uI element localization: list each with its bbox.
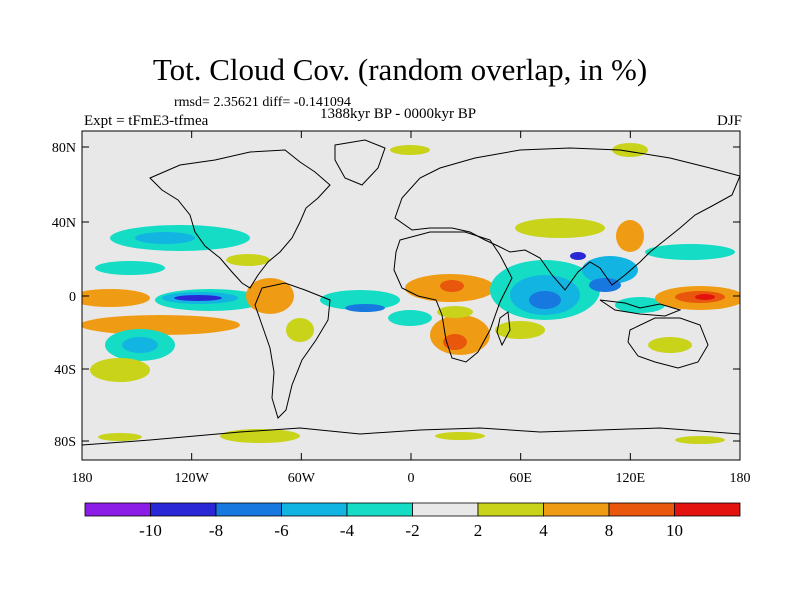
anomaly-patch	[675, 436, 725, 444]
lat-tick-label: 80N	[52, 141, 76, 156]
lat-tick-label: 40S	[54, 363, 76, 378]
anomaly-patch	[320, 290, 400, 310]
anomaly-patch	[95, 261, 165, 275]
colorbar-label: -6	[274, 521, 288, 540]
anomaly-patch	[388, 310, 432, 326]
anomaly-patch	[135, 232, 195, 244]
colorbar-label: 2	[474, 521, 483, 540]
colorbar-segment	[543, 502, 610, 517]
coastline-indonesia	[599, 299, 682, 317]
anomaly-patch	[437, 306, 473, 318]
anomaly-patch	[616, 220, 644, 252]
anomaly-patch	[90, 358, 150, 382]
anomaly-patch	[570, 252, 586, 260]
coastline-eurasia	[394, 147, 740, 291]
anomaly-patch	[443, 334, 467, 350]
colorbar-label: -2	[405, 521, 419, 540]
map-title: Tot. Cloud Cov. (random overlap, in %)	[152, 52, 648, 87]
coastline-north-america	[149, 149, 331, 289]
colorbar-label: 10	[666, 521, 683, 540]
anomaly-patch	[440, 280, 464, 292]
colorbar-label: -8	[209, 521, 223, 540]
coastline-africa	[393, 231, 513, 363]
colorbar-label: -10	[139, 521, 162, 540]
colorbar-segment	[150, 502, 217, 517]
anomaly-patch	[529, 291, 561, 309]
period-label: 1388kyr BP - 0000kyr BP	[320, 106, 477, 122]
coastline-antarctica	[82, 427, 740, 446]
colorbar-label: 8	[605, 521, 614, 540]
anomaly-patch	[695, 294, 715, 300]
anomaly-patch	[246, 278, 294, 314]
anomaly-patch	[82, 315, 240, 335]
anomaly-patch	[345, 304, 385, 312]
colorbar-segment	[608, 502, 675, 517]
colorbar-segment	[346, 502, 413, 517]
experiment-label: Expt = tFmE3-tfmea	[84, 113, 209, 129]
anomaly-patch	[174, 295, 222, 301]
lon-tick-label: 120E	[616, 471, 646, 486]
lon-tick-label: 0	[408, 471, 415, 486]
colorbar-segment	[215, 502, 282, 517]
lon-tick-label: 60E	[509, 471, 532, 486]
anomaly-patch	[82, 289, 150, 307]
coastlines	[82, 139, 740, 446]
colorbar-segment	[477, 502, 544, 517]
colorbar-segment	[84, 502, 151, 517]
coastline-australia	[627, 317, 709, 369]
lon-tick-label: 180	[72, 471, 93, 486]
anomaly-patch	[435, 432, 485, 440]
anomaly-field	[82, 143, 740, 444]
anomaly-patch	[122, 337, 158, 353]
anomaly-patch	[390, 145, 430, 155]
anomaly-patch	[615, 297, 665, 313]
anomaly-patch	[495, 321, 545, 339]
lat-tick-label: 0	[69, 290, 76, 305]
colorbar-label: -4	[340, 521, 355, 540]
anomaly-patch	[589, 278, 621, 292]
coastline-greenland	[334, 139, 386, 186]
anomaly-patch	[582, 256, 638, 284]
season-label: DJF	[716, 113, 742, 129]
lat-tick-label: 80S	[54, 435, 76, 450]
coastline-south-america	[254, 282, 331, 419]
anomaly-patch	[515, 218, 605, 238]
lon-tick-label: 120W	[175, 471, 210, 486]
anomaly-patch	[648, 337, 692, 353]
anomaly-patch	[286, 318, 314, 342]
colorbar-segment	[412, 502, 479, 517]
colorbar-segment	[674, 502, 741, 517]
lat-tick-label: 40N	[52, 216, 76, 231]
colorbar: -10 -8 -6 -4 -2 2 4 8 10	[84, 502, 741, 540]
lon-tick-label: 60W	[288, 471, 316, 486]
anomaly-patch	[98, 433, 142, 441]
lon-tick-label: 180	[730, 471, 751, 486]
anomaly-patch	[645, 244, 735, 260]
colorbar-segment	[281, 502, 348, 517]
stats-label: rmsd= 2.35621 diff= -0.141094	[174, 95, 351, 110]
colorbar-label: 4	[539, 521, 548, 540]
coastline-madagascar	[496, 311, 511, 347]
map-axes: 80N 40N 0 40S 80S 180 120W 60W 0 60E 120E 180	[52, 131, 751, 486]
anomaly-patch	[226, 254, 270, 266]
